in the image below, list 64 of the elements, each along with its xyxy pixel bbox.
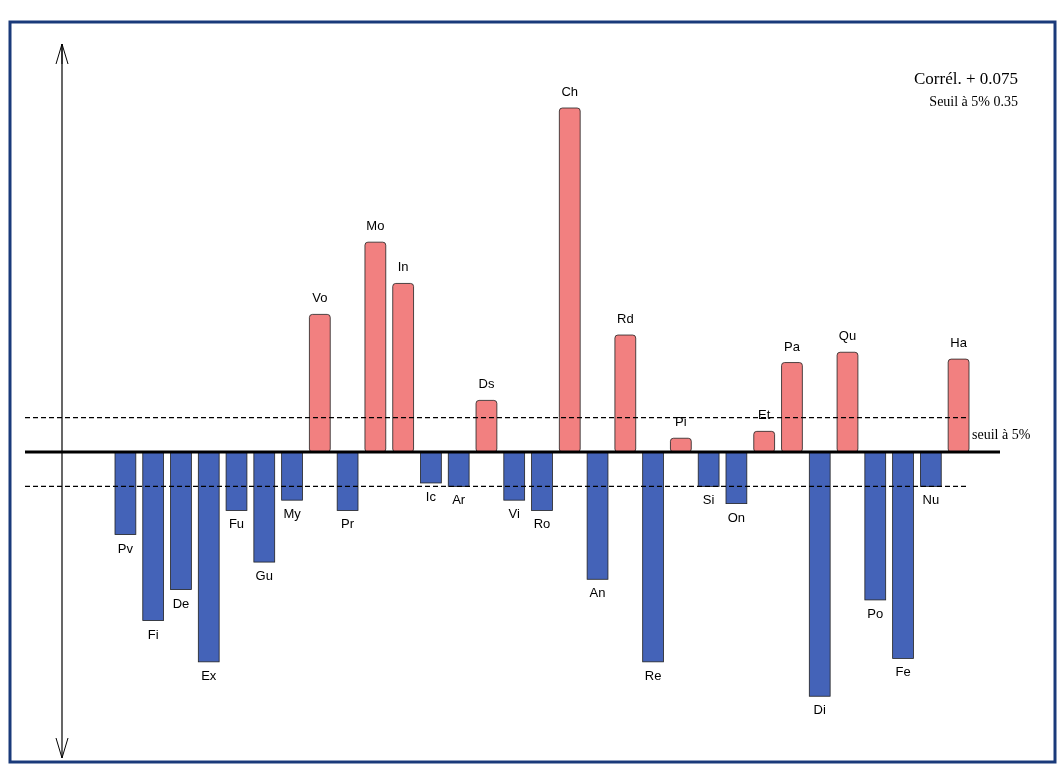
bar [309,314,331,453]
bar [392,283,414,453]
x-tick-label: Nu [922,492,940,508]
bar [142,451,164,621]
bar [225,451,248,511]
x-tick-label: Ex [201,667,217,683]
bar [642,451,664,663]
x-tick-label: Ch [561,84,579,99]
bar [808,451,831,697]
x-tick-label: Ar [452,492,466,508]
bar [586,451,609,580]
x-tick-label: Di [813,702,826,718]
bar [947,358,970,453]
x-tick-label: Pv [117,540,134,556]
x-tick-label: Pr [341,516,355,532]
x-tick-label: Re [644,667,662,683]
bar [170,451,192,590]
bar [836,351,859,453]
bar [531,451,553,511]
bar [253,451,276,563]
x-tick-label: My [283,506,302,522]
x-tick-label: Vo [312,290,328,306]
x-tick-label: Mo [366,218,385,234]
bar [864,451,887,601]
ref-line-label: seuil à 5% [972,426,1031,442]
bar [781,362,803,453]
bar [614,334,637,453]
x-tick-label: Ro [533,516,551,532]
bar [920,451,942,487]
x-tick-label: Vi [508,506,520,522]
x-tick-label: Ic [425,488,437,504]
x-tick-label: Si [702,492,715,508]
x-tick-label: Gu [255,568,273,584]
text: Corrél. + 0.075 [913,69,1018,88]
x-tick-label: Fe [895,664,911,680]
x-tick-label: An [589,585,606,601]
x-tick-label: In [397,259,409,275]
x-tick-label: Pa [784,338,801,354]
x-tick-label: Fu [228,516,245,532]
bar [697,451,720,487]
x-tick-label: Fi [147,626,159,642]
x-tick-label: De [172,595,190,611]
bar [558,107,581,453]
bar [503,451,526,501]
x-tick-label: Rd [617,311,634,327]
annotation: Seuil à 5% 0.35 [929,94,1018,109]
bar [447,451,470,487]
bar [475,400,498,453]
bar [364,241,387,453]
bar [420,451,442,484]
x-tick-label: Ds [478,376,495,392]
bar [281,451,303,501]
x-tick-label: Ha [950,335,968,351]
bar [197,451,220,663]
bar [725,451,748,504]
x-tick-label: Po [867,605,884,621]
bar [753,430,775,453]
x-tick-label: On [727,509,746,525]
bar [670,437,692,453]
x-tick-label: Qu [838,328,857,344]
bar [336,451,359,511]
bar [114,451,137,535]
bar [892,451,914,659]
x-tick-label: Et [758,407,771,423]
